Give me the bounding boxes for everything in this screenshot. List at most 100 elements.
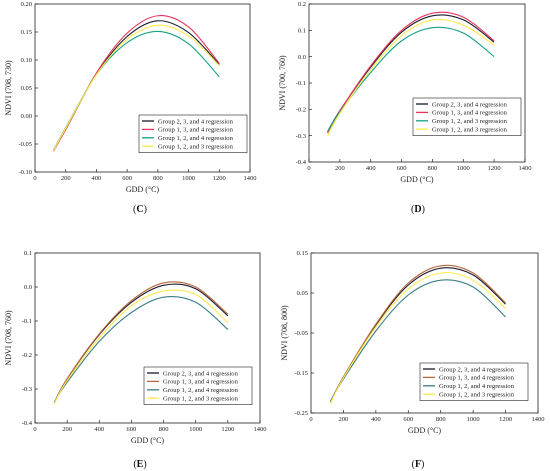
x-tick-label: 200 bbox=[62, 426, 72, 433]
x-tick-label: 0 bbox=[309, 416, 312, 423]
x-tick-label: 1200 bbox=[221, 426, 234, 433]
x-tick-label: 1400 bbox=[532, 416, 545, 423]
y-tick-label: -0.1 bbox=[296, 80, 306, 87]
x-tick-label: 200 bbox=[61, 175, 71, 182]
y-tick-label: -0.4 bbox=[22, 420, 33, 427]
legend-box bbox=[143, 366, 253, 405]
panel-caption: (E) bbox=[133, 459, 146, 470]
x-tick-label: 1200 bbox=[213, 175, 226, 182]
chart-panel-f: 0 200 400 600 800 1000 1200 1400 -0.25 -0.15 -0.05… bbox=[280, 250, 545, 470]
legend-box bbox=[419, 362, 529, 401]
x-tick-label: 1200 bbox=[488, 165, 501, 172]
y-tick-label: -0.4 bbox=[296, 159, 307, 166]
y-axis-label: NDVI (708, 730) bbox=[4, 60, 13, 116]
x-axis-label: GDD (°C) bbox=[126, 185, 160, 194]
x-tick-label: 600 bbox=[403, 416, 413, 423]
chart-panel-c: 0 200 400 600 800 1000 1200 1400 -0.10 -0.05 0.00 0… bbox=[4, 1, 257, 215]
y-tick-label: -0.1 bbox=[22, 318, 32, 325]
x-tick-label: 400 bbox=[92, 175, 102, 182]
x-tick-label: 1400 bbox=[254, 426, 267, 433]
x-tick-label: 0 bbox=[307, 165, 310, 172]
panel-caption: (C) bbox=[133, 204, 147, 215]
y-axis-label: NDVI (708, 760) bbox=[4, 310, 13, 366]
legend-entry: Group 1, 2, and 4 regression bbox=[439, 383, 515, 390]
y-tick-label: 0.05 bbox=[297, 290, 308, 297]
x-tick-label: 600 bbox=[127, 426, 137, 433]
legend-entry: Group 1, 3, and 4 regression bbox=[439, 375, 515, 382]
y-tick-label: -0.05 bbox=[294, 330, 308, 337]
y-tick-label: 0.0 bbox=[298, 54, 306, 61]
y-tick-label: -0.25 bbox=[294, 410, 308, 417]
y-tick-label: -0.3 bbox=[22, 386, 32, 393]
legend-entry: Group 1, 2, and 3 regression bbox=[163, 396, 239, 403]
x-tick-label: 400 bbox=[366, 165, 376, 172]
legend-box bbox=[138, 114, 248, 153]
legend-box bbox=[412, 97, 522, 136]
x-tick-label: 800 bbox=[436, 416, 446, 423]
plot-frame bbox=[34, 252, 261, 424]
legend-entry: Group 1, 2, and 3 regression bbox=[432, 127, 508, 134]
series-line-2 bbox=[327, 11, 495, 134]
y-tick-label: 0.1 bbox=[24, 250, 32, 257]
series-line-4 bbox=[53, 289, 229, 404]
x-tick-label: 1000 bbox=[467, 416, 480, 423]
y-tick-label: 0.00 bbox=[21, 113, 32, 120]
y-axis-label: NDVI (700, 760) bbox=[278, 55, 287, 111]
legend-entry: Group 1, 2, and 4 regression bbox=[163, 387, 239, 394]
panel-caption: (D) bbox=[411, 204, 425, 215]
x-axis-label: GDD (°C) bbox=[400, 175, 434, 184]
legend-entry: Group 1, 3, and 4 regression bbox=[158, 127, 234, 134]
x-tick-label: 1400 bbox=[519, 165, 532, 172]
series-line-4 bbox=[329, 272, 506, 404]
series-line-3 bbox=[327, 26, 495, 133]
plot-frame bbox=[308, 3, 526, 163]
x-axis-label: GDD (°C) bbox=[408, 426, 442, 435]
y-tick-label: 0.10 bbox=[21, 57, 32, 64]
series-line-4 bbox=[52, 24, 220, 151]
x-tick-label: 0 bbox=[33, 426, 36, 433]
x-tick-label: 400 bbox=[94, 426, 104, 433]
y-tick-label: -0.10 bbox=[18, 169, 32, 176]
legend-entry: Group 1, 2, and 3 regression bbox=[439, 392, 515, 399]
y-tick-label: 0.1 bbox=[298, 28, 306, 35]
legend-entry: Group 1, 2, and 3 regression bbox=[158, 144, 234, 151]
series-line-2 bbox=[53, 281, 229, 404]
x-tick-label: 800 bbox=[159, 426, 169, 433]
x-tick-label: 0 bbox=[33, 175, 36, 182]
x-tick-label: 600 bbox=[397, 165, 407, 172]
chart-panel-d: 0 200 400 600 800 1000 1200 1400 -0.4 -0.3 -0.2 -0.… bbox=[278, 1, 532, 215]
x-tick-label: 400 bbox=[371, 416, 381, 423]
legend-entry: Group 1, 3, and 4 regression bbox=[432, 110, 508, 117]
chart-panel-e: 0 200 400 600 800 1000 1200 1400 -0.4 -0.3 -0.2 -0.… bbox=[4, 250, 267, 470]
y-tick-label: -0.2 bbox=[296, 107, 306, 114]
panel-caption: (F) bbox=[412, 459, 425, 470]
x-tick-label: 1000 bbox=[189, 426, 202, 433]
series-line-4 bbox=[327, 18, 495, 136]
x-tick-label: 800 bbox=[428, 165, 438, 172]
legend-entry: Group 1, 2, and 4 regression bbox=[158, 135, 234, 142]
x-tick-label: 600 bbox=[122, 175, 132, 182]
y-tick-label: 0.15 bbox=[21, 29, 32, 36]
series-line-3 bbox=[329, 279, 506, 402]
legend-entry: Group 2, 3, and 4 regression bbox=[163, 370, 239, 377]
x-tick-label: 1200 bbox=[499, 416, 512, 423]
legend-entry: Group 2, 3, and 4 regression bbox=[432, 101, 508, 108]
y-tick-label: 0.15 bbox=[297, 250, 308, 257]
y-axis-label: NDVI (708, 800) bbox=[280, 305, 289, 361]
y-tick-label: 0.0 bbox=[24, 284, 32, 291]
x-axis-label: GDD (°C) bbox=[131, 436, 165, 445]
x-tick-label: 800 bbox=[153, 175, 163, 182]
x-tick-label: 1000 bbox=[457, 165, 470, 172]
y-tick-label: -0.3 bbox=[296, 133, 306, 140]
series-line-3 bbox=[53, 295, 229, 403]
x-tick-label: 1400 bbox=[244, 175, 257, 182]
legend-entry: Group 2, 3, and 4 regression bbox=[158, 118, 234, 125]
legend-entry: Group 1, 3, and 4 regression bbox=[163, 379, 239, 386]
x-tick-label: 1000 bbox=[182, 175, 195, 182]
y-tick-label: -0.05 bbox=[18, 141, 32, 148]
y-tick-label: -0.2 bbox=[22, 352, 32, 359]
x-tick-label: 200 bbox=[339, 416, 349, 423]
legend-entry: Group 2, 3, and 4 regression bbox=[439, 366, 515, 373]
legend-entry: Group 1, 2, and 3 regression bbox=[432, 118, 508, 125]
